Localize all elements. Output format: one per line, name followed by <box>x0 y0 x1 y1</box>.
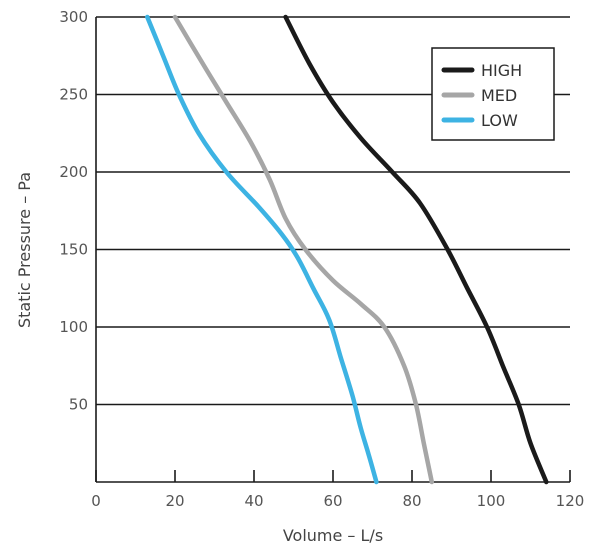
series-line-high <box>283 14 549 485</box>
x-tick-label: 120 <box>556 492 585 510</box>
y-tick-label: 150 <box>59 241 88 259</box>
x-tick-label: 60 <box>323 492 342 510</box>
legend-box <box>431 47 555 141</box>
x-tick-label: 20 <box>165 492 184 510</box>
y-axis-title: Static Pressure – Pa <box>15 172 34 328</box>
y-tick-label: 200 <box>59 163 88 181</box>
y-tick-labels: 50 100 150 200 250 300 <box>59 8 88 414</box>
y-tick-label: 50 <box>69 396 88 414</box>
legend-label-med: MED <box>481 86 517 105</box>
axes <box>95 17 571 483</box>
x-tick-label: 80 <box>402 492 421 510</box>
x-tick-labels: 0 20 40 60 80 100 120 <box>91 492 584 510</box>
series-line-low <box>145 14 379 485</box>
series-lines <box>145 14 549 485</box>
x-tick-label: 40 <box>244 492 263 510</box>
y-tick-label: 300 <box>59 8 88 26</box>
x-axis-title: Volume – L/s <box>283 526 383 545</box>
x-tick-label: 100 <box>477 492 506 510</box>
legend-label-low: LOW <box>481 111 518 130</box>
legend-label-high: HIGH <box>481 61 522 80</box>
x-tick-label: 0 <box>91 492 101 510</box>
series-line-med <box>172 14 435 485</box>
y-tick-label: 250 <box>59 86 88 104</box>
y-tick-label: 100 <box>59 318 88 336</box>
legend: HIGH MED LOW <box>431 47 555 141</box>
